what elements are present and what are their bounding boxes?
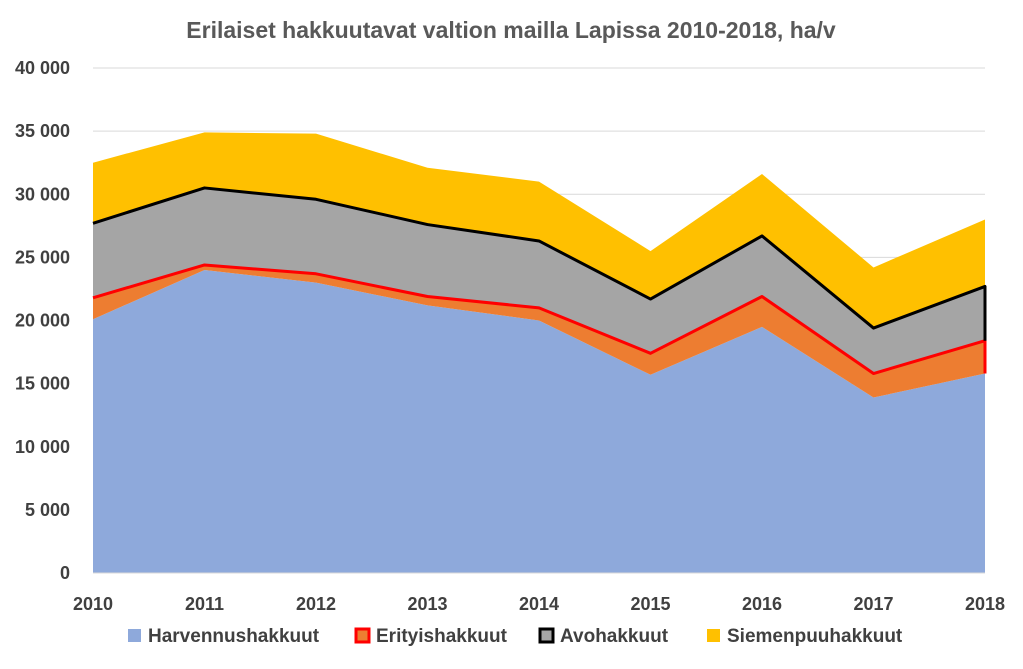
y-tick-label: 35 000 bbox=[15, 121, 70, 141]
legend-label: Erityishakkuut bbox=[376, 626, 508, 647]
edge-avohakkuut bbox=[92, 186, 987, 341]
x-tick-label: 2011 bbox=[185, 594, 224, 614]
axes: 0 5 000 10 000 15 000 20 000 25 000 30 000 35 0… bbox=[15, 58, 1005, 614]
x-tick-label: 2017 bbox=[853, 594, 893, 614]
y-tick-label: 25 000 bbox=[15, 247, 70, 267]
y-tick-label: 20 000 bbox=[15, 311, 70, 331]
legend-swatch bbox=[538, 627, 555, 644]
legend-item: Avohakkuut bbox=[538, 626, 669, 647]
area-siemenpuuhakkuut bbox=[93, 132, 985, 329]
legend-label: Harvennushakkuut bbox=[148, 626, 320, 647]
x-tick-label: 2016 bbox=[742, 594, 782, 614]
chart-title: Erilaiset hakkuutavat valtion mailla Lap… bbox=[186, 17, 836, 43]
legend-swatch bbox=[128, 629, 141, 642]
x-tick-label: 2013 bbox=[407, 594, 447, 614]
legend-label: Siemenpuuhakkuut bbox=[727, 626, 903, 647]
x-tick-label: 2010 bbox=[73, 594, 113, 614]
y-tick-label: 0 bbox=[60, 563, 70, 583]
x-tick-label: 2018 bbox=[965, 594, 1005, 614]
x-tick-label: 2015 bbox=[630, 594, 670, 614]
y-tick-label: 30 000 bbox=[15, 184, 70, 204]
legend-swatch bbox=[707, 629, 720, 642]
legend-item: Erityishakkuut bbox=[354, 626, 508, 647]
legend-label: Avohakkuut bbox=[560, 626, 669, 647]
y-tick-label: 15 000 bbox=[15, 374, 70, 394]
legend-item: Harvennushakkuut bbox=[128, 626, 320, 647]
y-tick-label: 40 000 bbox=[15, 58, 70, 78]
legend-swatch bbox=[354, 627, 371, 644]
legend-item: Siemenpuuhakkuut bbox=[707, 626, 903, 647]
y-tick-label: 10 000 bbox=[15, 437, 70, 457]
area-harvennushakkuut bbox=[93, 270, 985, 573]
area-series bbox=[93, 132, 985, 573]
x-tick-label: 2012 bbox=[296, 594, 336, 614]
y-tick-label: 5 000 bbox=[25, 500, 70, 520]
area-avohakkuut bbox=[93, 187, 985, 374]
legend: Harvennushakkuut Erityishakkuut Avohakkuut… bbox=[128, 626, 903, 647]
x-tick-label: 2014 bbox=[519, 594, 559, 614]
edge-erityishakkuut bbox=[92, 263, 987, 376]
series-edges bbox=[92, 186, 987, 376]
